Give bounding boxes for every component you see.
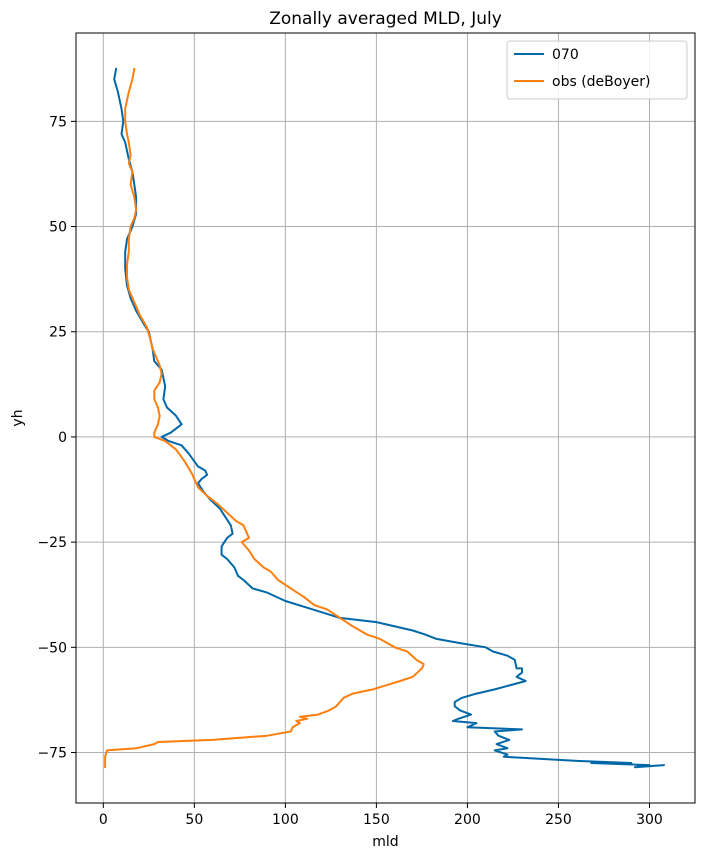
series-lines [104, 67, 665, 769]
x-tick-label: 50 [185, 812, 203, 828]
y-tick-label: 75 [49, 114, 67, 130]
series-line-obs-deboyer [104, 67, 425, 769]
y-tick-label: 25 [49, 325, 67, 341]
y-tick-label: −25 [37, 535, 67, 551]
legend-box [506, 40, 688, 100]
y-tick-label: 50 [49, 220, 67, 236]
y-axis-label: yh [10, 409, 26, 426]
x-tick-label: 250 [545, 812, 572, 828]
x-tick-label: 150 [363, 812, 390, 828]
chart-title: Zonally averaged MLD, July [269, 9, 502, 29]
x-tick-label: 0 [99, 812, 108, 828]
y-tick-label: −75 [37, 746, 67, 762]
grid-lines [76, 33, 695, 803]
x-tick-label: 300 [636, 812, 663, 828]
legend-label-obs: obs (deBoyer) [552, 74, 650, 90]
x-tick-label: 100 [272, 812, 299, 828]
axis-ticks: 0 50 100 150 200 250 300 −75 −50 −25 0 25 50 75 [37, 114, 662, 828]
y-tick-label: −50 [37, 640, 67, 656]
legend: 070 obs (deBoyer) [506, 40, 688, 100]
x-tick-label: 200 [454, 812, 481, 828]
x-axis-label: mld [372, 834, 398, 850]
y-tick-label: 0 [58, 430, 67, 446]
series-line-070 [113, 67, 665, 769]
legend-label-070: 070 [552, 47, 579, 63]
plot-frame [75, 32, 696, 804]
